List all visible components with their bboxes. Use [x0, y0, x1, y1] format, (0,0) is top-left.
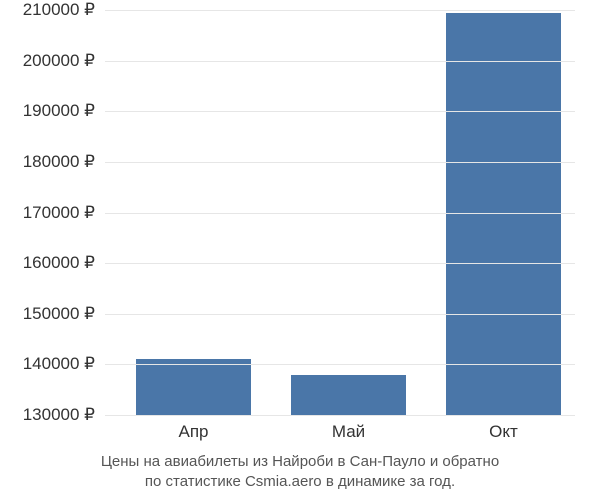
- gridline: [105, 213, 575, 214]
- gridline: [105, 61, 575, 62]
- x-axis-label: Май: [332, 422, 365, 442]
- caption-line-1: Цены на авиабилеты из Найроби в Сан-Паул…: [101, 453, 499, 470]
- y-axis-label: 160000 ₽: [0, 253, 95, 273]
- gridline: [105, 162, 575, 163]
- y-axis-label: 190000 ₽: [0, 101, 95, 121]
- gridline: [105, 10, 575, 11]
- y-axis-label: 180000 ₽: [0, 152, 95, 172]
- x-axis-label: Окт: [489, 422, 518, 442]
- bar: [446, 13, 561, 415]
- gridline: [105, 415, 575, 416]
- x-axis-label: Апр: [179, 422, 209, 442]
- chart-caption: Цены на авиабилеты из Найроби в Сан-Паул…: [0, 452, 600, 493]
- y-axis-label: 140000 ₽: [0, 354, 95, 374]
- bar: [136, 359, 251, 415]
- chart-plot-area: [105, 10, 575, 415]
- y-axis-label: 130000 ₽: [0, 405, 95, 425]
- y-axis-label: 210000 ₽: [0, 0, 95, 20]
- y-axis-label: 200000 ₽: [0, 51, 95, 71]
- bar: [291, 375, 406, 416]
- gridline: [105, 111, 575, 112]
- y-axis-label: 170000 ₽: [0, 203, 95, 223]
- caption-line-2: по статистике Csmia.aero в динамике за г…: [145, 473, 455, 490]
- gridline: [105, 263, 575, 264]
- gridline: [105, 364, 575, 365]
- y-axis-label: 150000 ₽: [0, 304, 95, 324]
- gridline: [105, 314, 575, 315]
